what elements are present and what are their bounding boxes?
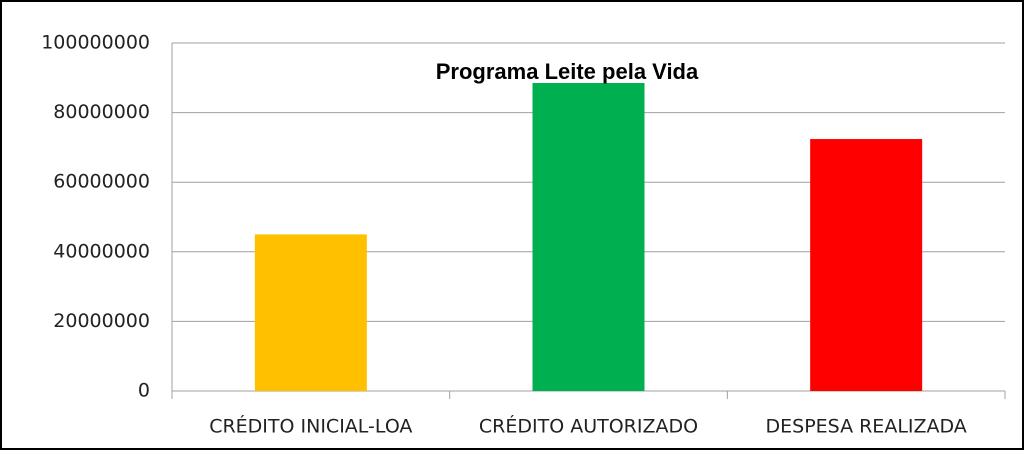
y-tick-label: 40000000 xyxy=(53,240,150,262)
y-tick-label: 20000000 xyxy=(53,310,150,332)
x-tick-label: CRÉDITO AUTORIZADO xyxy=(479,415,698,438)
y-tick-label: 0 xyxy=(138,380,150,402)
bar xyxy=(810,139,923,391)
y-tick-label: 100000000 xyxy=(41,32,150,54)
bar xyxy=(254,234,367,391)
y-tick-label: 60000000 xyxy=(53,171,150,193)
x-tick-label: CRÉDITO INICIAL-LOA xyxy=(209,415,412,438)
x-tick-label: DESPESA REALIZADA xyxy=(766,416,967,438)
title-background xyxy=(405,60,730,83)
chart-title: Programa Leite pela Vida xyxy=(436,59,699,84)
bar xyxy=(532,83,645,392)
y-tick-label: 80000000 xyxy=(53,101,150,123)
